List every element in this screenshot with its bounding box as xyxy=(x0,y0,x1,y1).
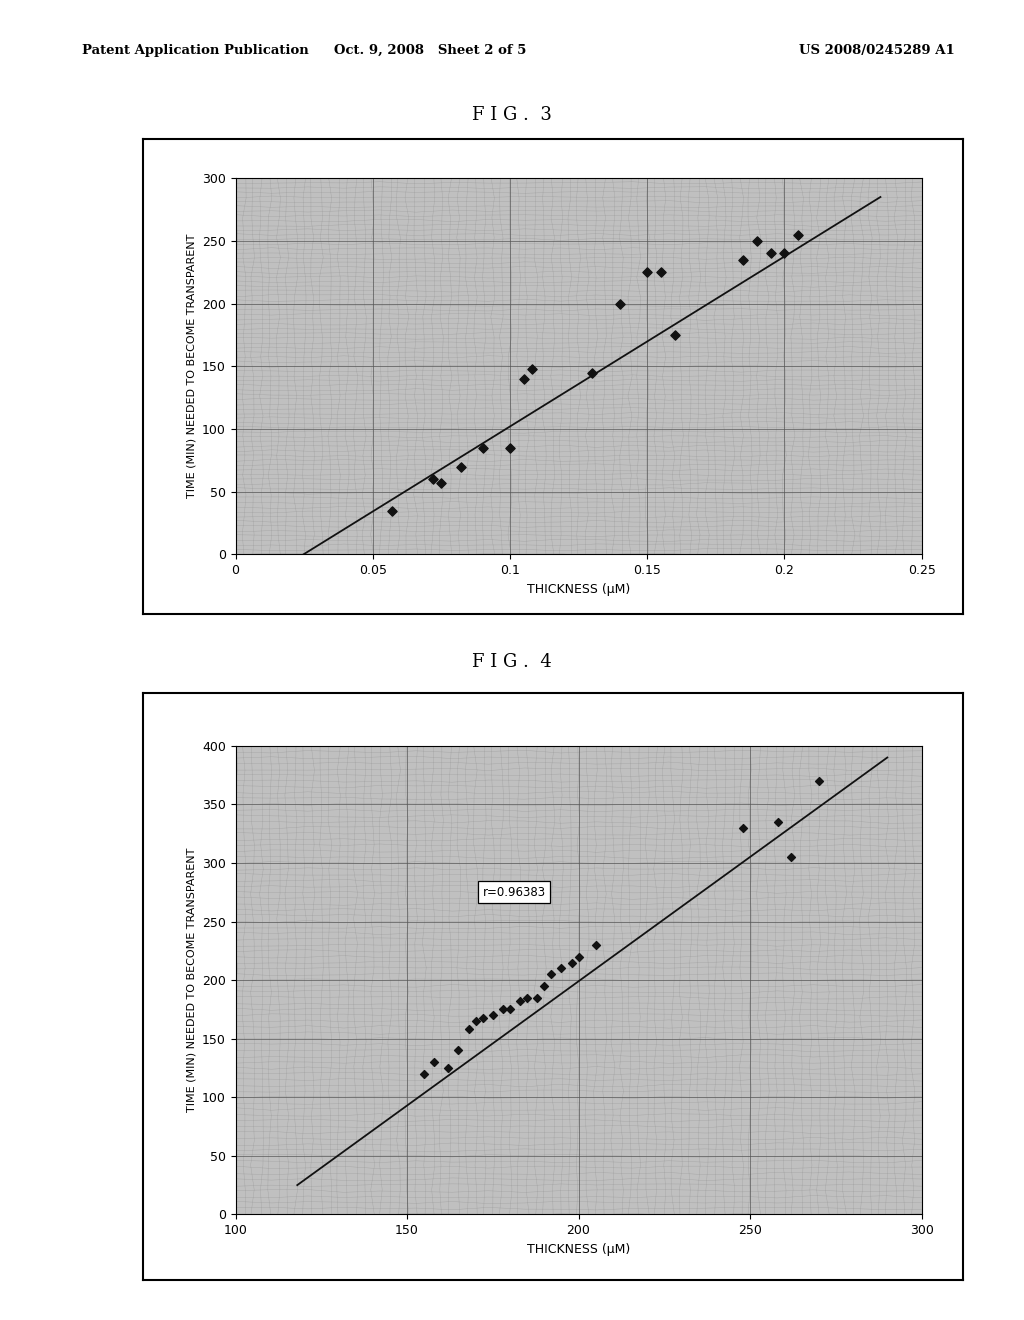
Point xyxy=(667,325,683,346)
Point xyxy=(537,975,553,997)
Point xyxy=(749,231,765,252)
Point xyxy=(776,243,793,264)
Point xyxy=(519,987,536,1008)
Point xyxy=(515,368,531,389)
Point xyxy=(474,1007,490,1028)
Point xyxy=(453,457,469,478)
Point xyxy=(495,999,511,1020)
Text: Patent Application Publication: Patent Application Publication xyxy=(82,44,308,57)
Point xyxy=(474,437,490,458)
Text: Oct. 9, 2008   Sheet 2 of 5: Oct. 9, 2008 Sheet 2 of 5 xyxy=(334,44,526,57)
Point xyxy=(735,817,752,838)
Point xyxy=(502,437,518,458)
Point xyxy=(611,293,628,314)
Point xyxy=(426,1052,442,1073)
Point xyxy=(553,958,569,979)
Point xyxy=(584,362,600,383)
Point xyxy=(563,952,580,973)
Point xyxy=(425,469,441,490)
Point xyxy=(461,1019,477,1040)
Point xyxy=(416,1064,432,1085)
Text: r=0.96383: r=0.96383 xyxy=(482,886,546,899)
Point xyxy=(440,1057,457,1078)
Y-axis label: TIME (MIN) NEEDED TO BECOME TRANSPARENT: TIME (MIN) NEEDED TO BECOME TRANSPARENT xyxy=(186,847,197,1113)
X-axis label: THICKNESS (μM): THICKNESS (μM) xyxy=(527,582,630,595)
Point xyxy=(384,500,400,521)
Y-axis label: TIME (MIN) NEEDED TO BECOME TRANSPARENT: TIME (MIN) NEEDED TO BECOME TRANSPARENT xyxy=(186,234,197,499)
Point xyxy=(484,1005,501,1026)
Point xyxy=(502,999,518,1020)
Text: F I G .  3: F I G . 3 xyxy=(472,106,552,124)
Point xyxy=(512,990,528,1011)
Point xyxy=(652,261,669,282)
Point xyxy=(783,846,800,867)
Text: US 2008/0245289 A1: US 2008/0245289 A1 xyxy=(799,44,954,57)
Point xyxy=(588,935,604,956)
Point xyxy=(451,1040,467,1061)
Point xyxy=(639,261,655,282)
Point xyxy=(790,224,806,246)
Point xyxy=(529,987,546,1008)
Text: F I G .  4: F I G . 4 xyxy=(472,653,552,672)
Point xyxy=(543,964,559,985)
Point xyxy=(433,473,450,494)
Point xyxy=(570,946,587,968)
Point xyxy=(763,243,779,264)
Point xyxy=(467,1011,484,1032)
Point xyxy=(735,249,752,271)
Point xyxy=(769,812,785,833)
Point xyxy=(811,771,827,792)
X-axis label: THICKNESS (μM): THICKNESS (μM) xyxy=(527,1242,630,1255)
Point xyxy=(523,358,540,379)
